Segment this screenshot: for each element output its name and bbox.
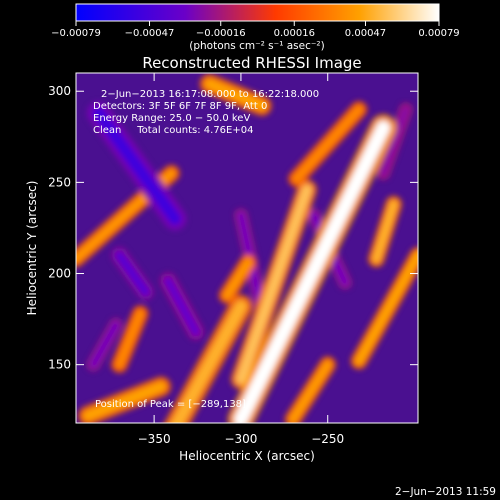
heatmap-feature [115, 250, 150, 297]
heatmap-feature [89, 321, 120, 369]
x-axis-label: Heliocentric X (arcsec) [179, 449, 315, 463]
heatmap-image [76, 73, 418, 423]
y-tick-label: 300 [48, 84, 71, 98]
annotation-detectors: Detectors: 3F 5F 6F 7F 8F 9F, Att 0 [93, 101, 267, 112]
x-tick-label: −300 [224, 432, 257, 446]
plot-frame [75, 72, 419, 424]
annotation-clean: Clean Total counts: 4.76E+04 [93, 125, 253, 136]
heatmap-feature [371, 199, 399, 264]
heatmap-feature [204, 78, 267, 112]
axis-ticks: −350 −300 −250 150 200 250 300 [48, 73, 418, 446]
colorbar [75, 3, 440, 22]
colorbar-tick-label: 0.00047 [345, 28, 386, 39]
heatmap-feature [222, 258, 253, 300]
y-tick-label: 250 [48, 175, 71, 189]
y-tick-label: 200 [48, 267, 71, 281]
annotation-block: 2−Jun−2013 16:17:08.000 to 16:22:18.000 … [93, 89, 319, 136]
heatmap-feature [379, 105, 410, 177]
colorbar-tick-label: −0.00047 [125, 28, 175, 39]
colorbar-tick-label: −0.00079 [51, 28, 101, 39]
heatmap-feature [292, 105, 364, 184]
annotation-energy: Energy Range: 25.0 − 50.0 keV [93, 113, 250, 124]
footer-timestamp: 2−Jun−2013 11:59 [395, 486, 496, 498]
heatmap-feature [92, 107, 182, 225]
colorbar-tick-label: −0.00016 [196, 28, 246, 39]
heatmap-feature [235, 184, 313, 385]
colorbar-unit-label: (photons cm⁻² s⁻¹ asec⁻²) [189, 40, 324, 52]
chart-title: Reconstructed RHESSI Image [142, 54, 361, 72]
y-axis-label: Heliocentric Y (arcsec) [25, 181, 39, 316]
peak-label: Position of Peak = [−289,138] [95, 399, 246, 410]
heatmap-feature [170, 300, 248, 423]
y-tick-label: 150 [48, 358, 71, 372]
heatmap-feature [354, 250, 418, 366]
x-tick-label: −250 [311, 432, 344, 446]
heatmap-feature [233, 120, 391, 423]
heatmap-feature [115, 309, 145, 370]
heatmap-feature [288, 360, 333, 423]
heatmap-feature [163, 276, 201, 337]
colorbar-ticks: −0.00079 −0.00047 −0.00016 0.00016 0.00047 0.… [51, 21, 460, 39]
heatmap-feature [82, 381, 167, 421]
annotation-time: 2−Jun−2013 16:17:08.000 to 16:22:18.000 [101, 89, 319, 100]
colorbar-tick-label: 0.00079 [418, 28, 459, 39]
colorbar-tick-label: 0.00016 [274, 28, 315, 39]
x-tick-label: −350 [138, 432, 171, 446]
